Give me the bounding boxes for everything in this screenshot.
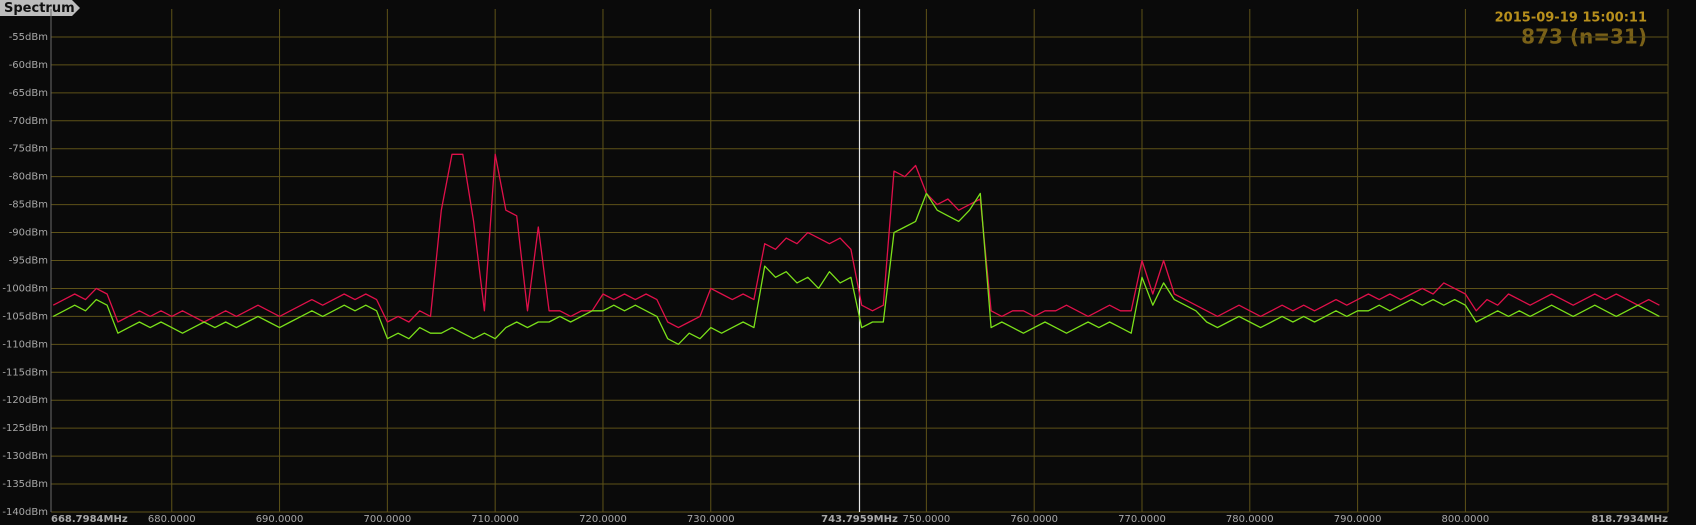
x-tick-label: 680.0000 (148, 514, 196, 525)
y-tick-label: -115dBm (2, 367, 48, 378)
y-tick-label: -75dBm (9, 144, 48, 155)
y-tick-label: -135dBm (2, 479, 48, 490)
y-tick-label: -140dBm (2, 507, 48, 518)
x-tick-label: 760.0000 (1010, 514, 1058, 525)
y-tick-label: -60dBm (9, 60, 48, 71)
y-tick-label: -100dBm (2, 283, 48, 294)
x-tick-label: 818.7934MHz (1591, 514, 1668, 525)
y-tick-label: -65dBm (9, 88, 48, 99)
x-tick-label: 668.7984MHz (51, 514, 128, 525)
trace (52, 192, 1660, 345)
plot: -55dBm -60dBm -65dBm -70dBm -75dBm -80dBm -85d… (2, 9, 1669, 525)
x-tick-label: 720.0000 (579, 514, 627, 525)
x-tick-label: 730.0000 (687, 514, 735, 525)
trace (52, 153, 1660, 329)
x-tick-label: 690.0000 (256, 514, 304, 525)
y-tick-label: -95dBm (9, 256, 48, 267)
y-tick-label: -130dBm (2, 451, 48, 462)
y-tick-label: -80dBm (9, 172, 48, 183)
x-tick-label: 780.0000 (1226, 514, 1274, 525)
x-tick-label: 700.0000 (364, 514, 412, 525)
timestamp: 2015-09-19 15:00:11 (1495, 11, 1647, 26)
x-tick-label: 770.0000 (1118, 514, 1166, 525)
x-tick-label: 800.0000 (1442, 514, 1490, 525)
y-tick-label: -105dBm (2, 311, 48, 322)
x-tick-label: 710.0000 (471, 514, 519, 525)
y-tick-label: -55dBm (9, 32, 48, 43)
y-tick-label: -70dBm (9, 116, 48, 127)
marker-label: 743.7959MHz (821, 514, 898, 525)
y-tick-label: -125dBm (2, 423, 48, 434)
y-tick-label: -85dBm (9, 200, 48, 211)
title-tab (0, 0, 80, 16)
chart-title: Spectrum (4, 1, 75, 16)
x-tick-label: 750.0000 (903, 514, 951, 525)
y-tick-label: -120dBm (2, 395, 48, 406)
y-tick-label: -90dBm (9, 228, 48, 239)
y-tick-label: -110dBm (2, 339, 48, 350)
x-tick-label: 790.0000 (1334, 514, 1382, 525)
